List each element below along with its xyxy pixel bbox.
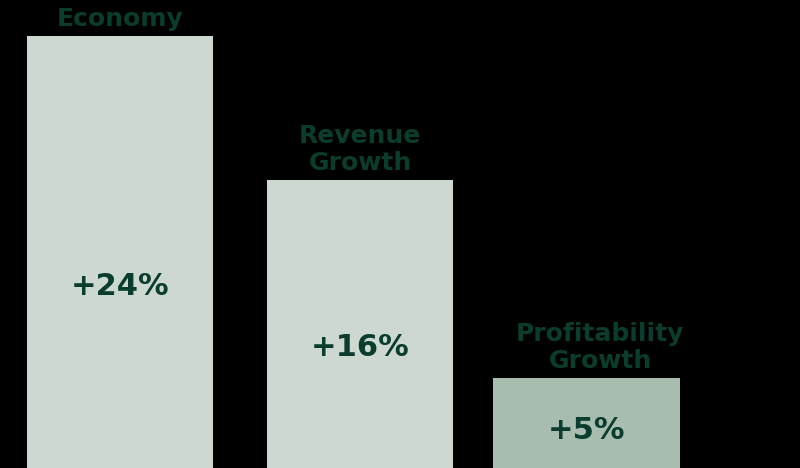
- Bar: [494, 378, 680, 468]
- Bar: [26, 36, 214, 468]
- Text: +16%: +16%: [310, 333, 410, 362]
- Text: +24%: +24%: [70, 272, 170, 301]
- Text: Revenue
Growth: Revenue Growth: [299, 124, 421, 175]
- Bar: [266, 180, 454, 468]
- Text: +5%: +5%: [548, 416, 626, 445]
- Text: Economy: Economy: [57, 7, 183, 30]
- Text: Profitability
Growth: Profitability Growth: [516, 322, 684, 373]
